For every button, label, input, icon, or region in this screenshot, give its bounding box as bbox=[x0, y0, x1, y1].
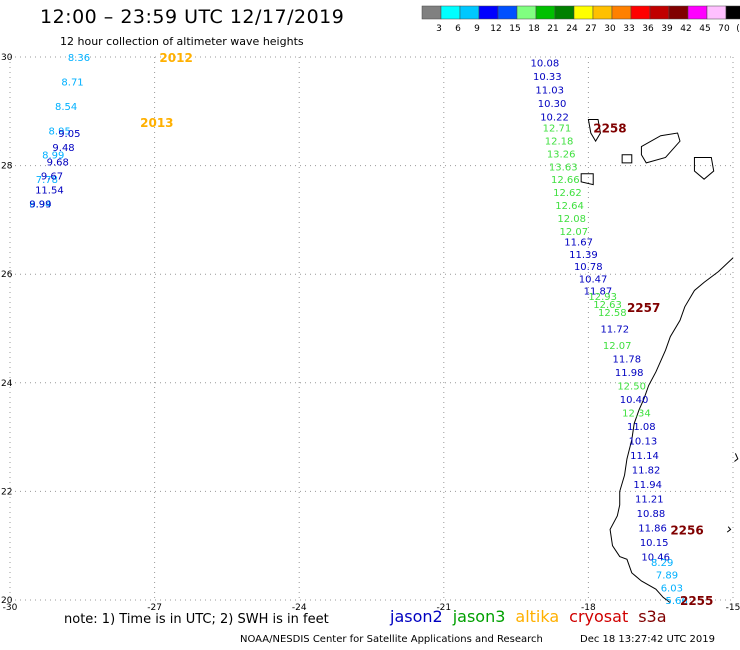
wave-height-value: 10.33 bbox=[533, 72, 562, 83]
wave-height-value: 10.15 bbox=[640, 538, 669, 549]
wave-height-value: 12.34 bbox=[622, 409, 651, 420]
x-tick-label: -24 bbox=[292, 603, 307, 613]
x-tick-label: -15 bbox=[726, 603, 740, 613]
coastline bbox=[580, 118, 739, 604]
wave-height-value: 9.05 bbox=[58, 129, 80, 140]
wave-height-value: 11.21 bbox=[635, 495, 664, 506]
island-outline bbox=[580, 173, 594, 186]
wave-height-value: 12.07 bbox=[559, 227, 588, 238]
track-time-label: 2013 bbox=[140, 116, 173, 130]
wave-height-value: 8.99 bbox=[42, 151, 64, 162]
y-tick-label: 28 bbox=[1, 162, 13, 172]
track-time-label: 2256 bbox=[670, 523, 703, 537]
y-tick-label: 22 bbox=[1, 487, 12, 497]
track-time-label: 2258 bbox=[593, 122, 626, 136]
island-outline bbox=[640, 132, 681, 164]
wave-height-value: 11.03 bbox=[535, 86, 564, 97]
wave-height-value: 12.71 bbox=[543, 124, 572, 135]
wave-height-value: 8.54 bbox=[55, 102, 77, 113]
wave-height-value: 12.08 bbox=[557, 214, 586, 225]
track-values: 8.36 8.71 8.54 8.95 8.99 7.78 8.94 9.05 9.48 9.68… bbox=[29, 53, 688, 607]
wave-height-value: 11.54 bbox=[35, 185, 64, 196]
wave-height-value: 12.64 bbox=[555, 201, 584, 212]
wave-height-value: 12.18 bbox=[545, 136, 574, 147]
coast-feature bbox=[726, 526, 732, 533]
wave-height-value: 9.48 bbox=[52, 143, 74, 154]
island-outline bbox=[587, 118, 601, 143]
wave-height-value: 12.58 bbox=[598, 308, 627, 319]
wave-height-value: 10.46 bbox=[641, 553, 670, 564]
legend-item-altika: altika bbox=[515, 607, 560, 626]
wave-height-value: 12.66 bbox=[551, 175, 580, 186]
wave-height-value: 11.87 bbox=[584, 286, 613, 297]
wave-height-value: 10.08 bbox=[531, 58, 560, 69]
x-tick-label: -27 bbox=[147, 603, 162, 613]
wave-height-value: 6.03 bbox=[661, 583, 683, 594]
wave-height-value: 8.29 bbox=[651, 558, 673, 569]
wave-height-value: 10.40 bbox=[620, 395, 649, 406]
wave-height-value: 11.14 bbox=[630, 451, 659, 462]
y-tick-label: 30 bbox=[1, 53, 13, 63]
legend-item-cryosat: cryosat bbox=[569, 607, 629, 626]
timestamp: Dec 18 13:27:42 UTC 2019 bbox=[580, 634, 715, 645]
x-tick-label: -18 bbox=[581, 603, 596, 613]
wave-height-value: 12.93 bbox=[588, 292, 617, 303]
wave-height-value: 11.08 bbox=[627, 422, 656, 433]
wave-height-value: 11.78 bbox=[613, 354, 642, 365]
wave-height-value: 10.13 bbox=[629, 437, 658, 448]
wave-height-value: 10.30 bbox=[538, 99, 567, 110]
grid bbox=[9, 56, 734, 601]
wave-height-value: 11.94 bbox=[633, 480, 662, 491]
y-tick-label: 20 bbox=[1, 596, 13, 606]
wave-height-value: 10.78 bbox=[574, 262, 603, 273]
wave-height-value: 7.89 bbox=[656, 571, 678, 582]
page-title: 12:00 – 23:59 UTC 12/17/2019 bbox=[40, 6, 345, 28]
wave-height-value: 11.39 bbox=[569, 250, 598, 261]
wave-height-value: 12.62 bbox=[553, 188, 582, 199]
satellite-legend: jason2 jason3 altika cryosat s3a bbox=[390, 607, 677, 626]
legend-item-jason2: jason2 bbox=[390, 607, 443, 626]
coast-feature bbox=[734, 453, 739, 462]
track-time-label: 2012 bbox=[159, 51, 192, 65]
wave-height-value: 11.86 bbox=[638, 524, 667, 535]
island-outline bbox=[693, 156, 715, 180]
wave-height-value: 9.67 bbox=[41, 171, 63, 182]
wave-height-value: 8.94 bbox=[29, 200, 51, 211]
wave-height-value: 11.72 bbox=[600, 325, 629, 336]
wave-height-value: 8.36 bbox=[68, 53, 90, 64]
wave-height-value: 13.26 bbox=[547, 149, 576, 160]
wave-height-value: 11.82 bbox=[632, 466, 661, 477]
wave-height-value: 8.95 bbox=[49, 126, 71, 137]
wave-height-value: 9.99 bbox=[29, 200, 51, 211]
wave-height-value: 11.98 bbox=[615, 368, 644, 379]
wave-height-value: 10.22 bbox=[540, 113, 569, 124]
y-tick-label: 24 bbox=[1, 379, 13, 389]
wave-height-value: 10.88 bbox=[637, 509, 666, 520]
wave-height-value: 8.71 bbox=[61, 77, 83, 88]
legend-item-s3a: s3a bbox=[638, 607, 667, 626]
wave-height-value: 11.67 bbox=[564, 238, 593, 249]
africa-coastline bbox=[609, 257, 734, 604]
wave-height-value: 12.07 bbox=[603, 341, 632, 352]
wave-height-value: 13.63 bbox=[549, 162, 578, 173]
x-tick-label: -21 bbox=[436, 603, 451, 613]
track-time-label: 2257 bbox=[627, 301, 660, 315]
wave-height-value: 12.63 bbox=[593, 300, 622, 311]
wave-height-value: 10.47 bbox=[579, 274, 608, 285]
track-time-label: 2255 bbox=[680, 594, 713, 608]
wave-height-value: 9.68 bbox=[47, 157, 69, 168]
x-tick-label: -30 bbox=[3, 603, 18, 613]
wave-height-value: 7.78 bbox=[36, 175, 58, 186]
page-subtitle: 12 hour collection of altimeter wave hei… bbox=[60, 35, 304, 48]
footer-note: note: 1) Time is in UTC; 2) SWH is in fe… bbox=[64, 612, 329, 627]
island-outline bbox=[621, 154, 633, 164]
wave-height-value: 5.66 bbox=[666, 596, 688, 607]
credits: NOAA/NESDIS Center for Satellite Applica… bbox=[240, 634, 543, 645]
y-tick-label: 26 bbox=[1, 270, 13, 280]
wave-height-value: 12.50 bbox=[617, 382, 646, 393]
legend-item-jason3: jason3 bbox=[452, 607, 506, 626]
